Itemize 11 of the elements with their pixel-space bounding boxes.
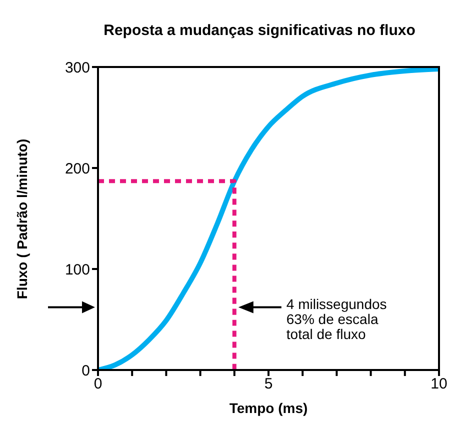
chart-title: Reposta a mudanças significativas no fluxo: [102, 22, 416, 39]
x-tick-label: 0: [94, 376, 102, 393]
x-axis-title: Tempo (ms): [228, 400, 309, 416]
y-axis-title: Fluxo ( Padrão l/minuto): [14, 138, 30, 299]
y-tick-label: 300: [64, 59, 90, 76]
y-tick-label: 100: [64, 261, 90, 278]
x-tick-label: 5: [264, 376, 273, 393]
y-tick-label: 200: [64, 160, 90, 178]
x-tick-label: 10: [430, 376, 448, 393]
annotation: 4 milissegundos 63% de escala total de fluxo: [286, 296, 387, 342]
y-tick-label: 0: [82, 362, 90, 380]
